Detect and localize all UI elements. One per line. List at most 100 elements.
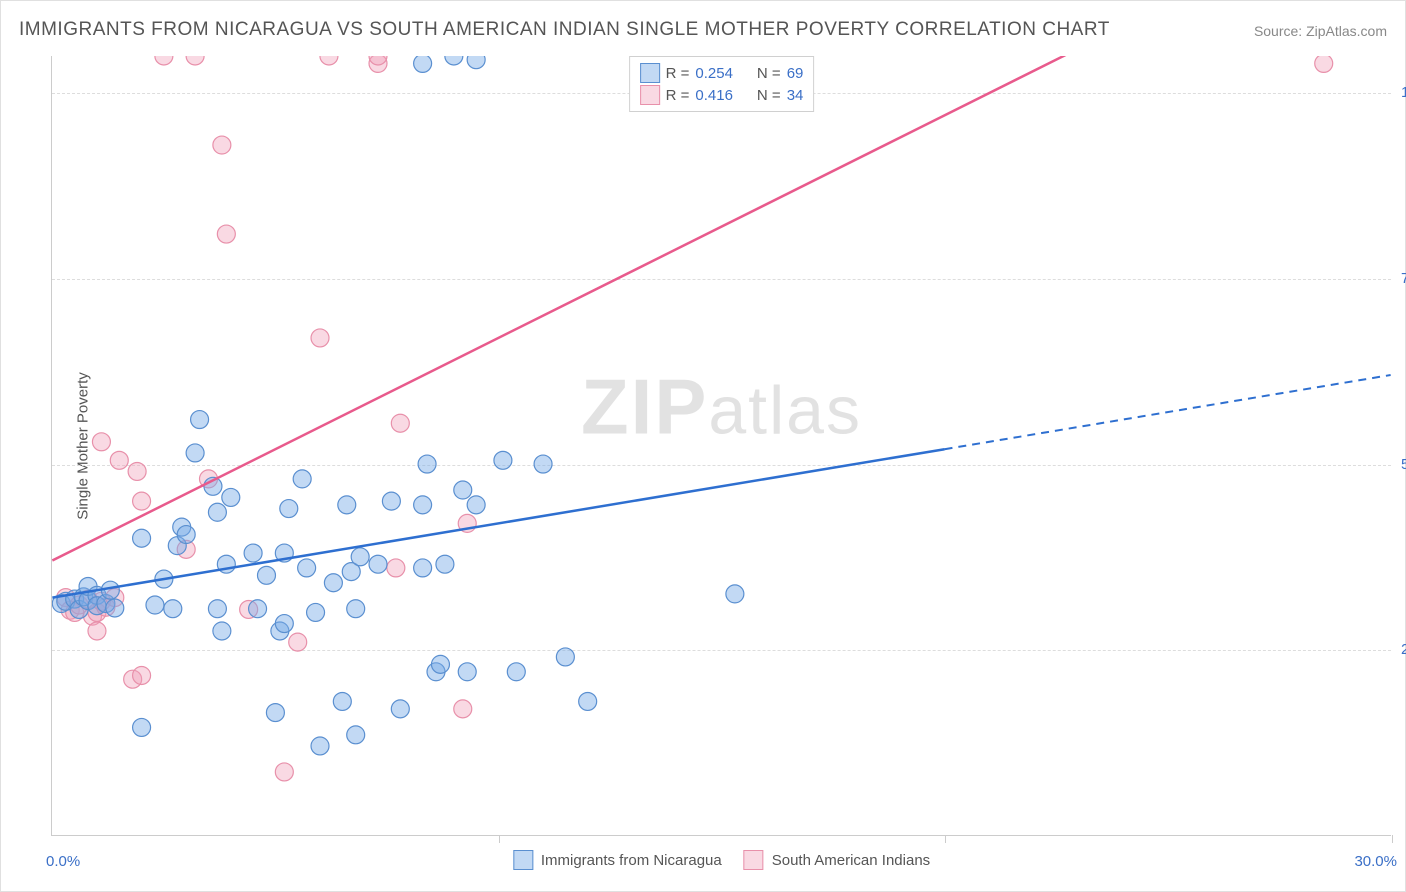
x-end-label: 30.0% [1354, 853, 1397, 870]
data-point [280, 500, 298, 518]
data-point [414, 56, 432, 72]
data-point [266, 704, 284, 722]
data-point [128, 462, 146, 480]
data-point [454, 700, 472, 718]
legend-stats: R = 0.254 N = 69 R = 0.416 N = 34 [629, 56, 815, 112]
trend-line-blue-dash [945, 375, 1391, 449]
data-point [391, 414, 409, 432]
data-point [186, 444, 204, 462]
swatch-blue-icon [640, 63, 660, 83]
n-label: N = [757, 65, 781, 82]
x-tick [945, 835, 946, 843]
data-point [213, 136, 231, 154]
swatch-pink-icon [744, 850, 764, 870]
data-point [467, 56, 485, 69]
data-point [208, 503, 226, 521]
legend-item-blue: Immigrants from Nicaragua [513, 850, 722, 870]
data-point [298, 559, 316, 577]
data-point [106, 599, 124, 617]
legend-series: Immigrants from Nicaragua South American… [513, 850, 930, 870]
data-point [436, 555, 454, 573]
x-tick [1392, 835, 1393, 843]
data-point [418, 455, 436, 473]
data-point [88, 622, 106, 640]
data-point [458, 663, 476, 681]
data-point [414, 496, 432, 514]
data-point [307, 603, 325, 621]
data-point [556, 648, 574, 666]
data-point [534, 455, 552, 473]
data-point [324, 574, 342, 592]
data-point [257, 566, 275, 584]
data-point [726, 585, 744, 603]
y-tick-label: 50.0% [1401, 456, 1406, 473]
x-tick [499, 835, 500, 843]
data-point [467, 496, 485, 514]
data-point [110, 451, 128, 469]
data-point [579, 692, 597, 710]
data-point [289, 633, 307, 651]
data-point [133, 529, 151, 547]
data-point [311, 737, 329, 755]
data-point [133, 667, 151, 685]
swatch-blue-icon [513, 850, 533, 870]
data-point [275, 763, 293, 781]
data-point [213, 622, 231, 640]
data-point [347, 726, 365, 744]
r-label: R = [666, 87, 690, 104]
legend-item-pink: South American Indians [744, 850, 930, 870]
legend-row-blue: R = 0.254 N = 69 [640, 62, 804, 84]
data-point [454, 481, 472, 499]
data-point [177, 526, 195, 544]
r-value: 0.416 [695, 87, 733, 104]
data-point [382, 492, 400, 510]
data-point [351, 548, 369, 566]
chart-title: IMMIGRANTS FROM NICARAGUA VS SOUTH AMERI… [19, 19, 1110, 41]
y-tick-label: 75.0% [1401, 270, 1406, 287]
r-value: 0.254 [695, 65, 733, 82]
data-point [191, 411, 209, 429]
data-point [146, 596, 164, 614]
data-point [92, 433, 110, 451]
data-point [387, 559, 405, 577]
data-point [320, 56, 338, 65]
data-point [431, 655, 449, 673]
data-point [208, 600, 226, 618]
x-start-label: 0.0% [46, 853, 80, 870]
data-point [275, 615, 293, 633]
source-label: Source: ZipAtlas.com [1254, 23, 1387, 39]
data-point [293, 470, 311, 488]
y-tick-label: 25.0% [1401, 641, 1406, 658]
data-point [414, 559, 432, 577]
plot-area: ZIPatlas R = 0.254 N = 69 R = 0.416 N = … [51, 56, 1391, 836]
data-point [391, 700, 409, 718]
data-point [133, 718, 151, 736]
chart-svg [52, 56, 1391, 835]
swatch-pink-icon [640, 85, 660, 105]
data-point [494, 451, 512, 469]
data-point [186, 56, 204, 65]
data-point [244, 544, 262, 562]
legend-row-pink: R = 0.416 N = 34 [640, 84, 804, 106]
data-point [222, 488, 240, 506]
n-value: 69 [787, 65, 804, 82]
data-point [369, 555, 387, 573]
data-point [338, 496, 356, 514]
r-label: R = [666, 65, 690, 82]
n-label: N = [757, 87, 781, 104]
legend-label: Immigrants from Nicaragua [541, 852, 722, 869]
data-point [164, 600, 182, 618]
data-point [155, 56, 173, 65]
data-point [249, 600, 267, 618]
chart-container: IMMIGRANTS FROM NICARAGUA VS SOUTH AMERI… [0, 0, 1406, 892]
data-point [217, 225, 235, 243]
data-point [133, 492, 151, 510]
data-point [1315, 56, 1333, 72]
data-point [507, 663, 525, 681]
data-point [311, 329, 329, 347]
legend-label: South American Indians [772, 852, 930, 869]
n-value: 34 [787, 87, 804, 104]
y-tick-label: 100.0% [1401, 84, 1406, 101]
data-point [445, 56, 463, 65]
data-point [347, 600, 365, 618]
